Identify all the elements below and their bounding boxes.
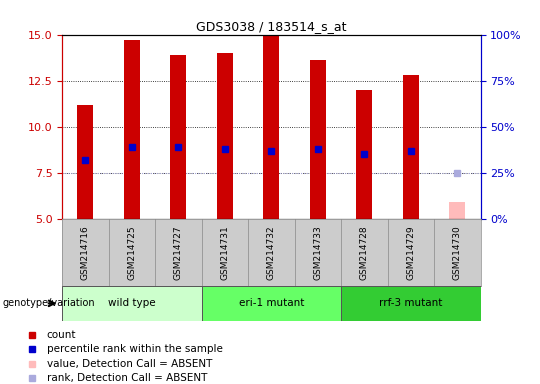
Text: wild type: wild type — [108, 298, 156, 308]
Text: GSM214729: GSM214729 — [407, 225, 415, 280]
Text: GSM214733: GSM214733 — [313, 225, 322, 280]
Bar — [403, 75, 419, 219]
Text: GSM214730: GSM214730 — [453, 225, 462, 280]
Text: eri-1 mutant: eri-1 mutant — [239, 298, 304, 308]
Bar — [263, 35, 280, 219]
Bar — [310, 60, 326, 219]
Bar — [356, 90, 373, 219]
Text: GSM214732: GSM214732 — [267, 225, 276, 280]
Title: GDS3038 / 183514_s_at: GDS3038 / 183514_s_at — [196, 20, 347, 33]
Bar — [170, 55, 186, 219]
Text: count: count — [47, 330, 76, 340]
Bar — [124, 40, 140, 219]
Bar — [201, 286, 341, 321]
Text: GSM214725: GSM214725 — [127, 225, 136, 280]
Text: value, Detection Call = ABSENT: value, Detection Call = ABSENT — [47, 359, 212, 369]
Bar — [341, 286, 481, 321]
Text: GSM214716: GSM214716 — [81, 225, 90, 280]
Text: rrf-3 mutant: rrf-3 mutant — [379, 298, 443, 308]
Bar — [217, 53, 233, 219]
Text: GSM214728: GSM214728 — [360, 225, 369, 280]
Text: genotype/variation: genotype/variation — [3, 298, 96, 308]
Text: GSM214727: GSM214727 — [174, 225, 183, 280]
Bar — [62, 286, 201, 321]
Bar — [449, 202, 465, 219]
Text: rank, Detection Call = ABSENT: rank, Detection Call = ABSENT — [47, 373, 207, 383]
Text: percentile rank within the sample: percentile rank within the sample — [47, 344, 222, 354]
Text: GSM214731: GSM214731 — [220, 225, 230, 280]
Bar — [77, 104, 93, 219]
